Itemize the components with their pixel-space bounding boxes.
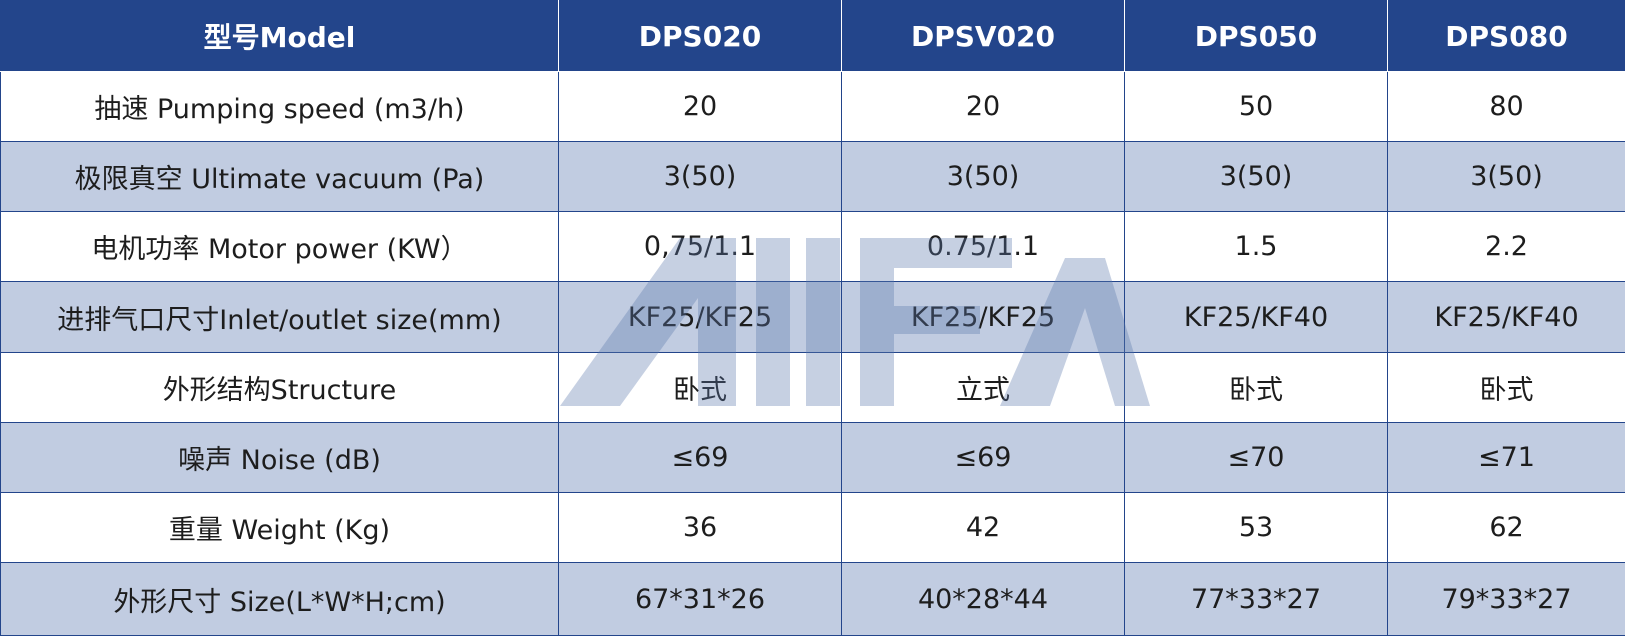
table-cell: 40*28*44 xyxy=(842,563,1125,636)
table-cell: ≤71 xyxy=(1388,423,1625,493)
header-model-dps080: DPS080 xyxy=(1388,1,1625,72)
table-cell: 0.75/1.1 xyxy=(842,212,1125,282)
row-label-inlet-outlet-size: 进排气口尺寸Inlet/outlet size(mm) xyxy=(1,282,559,353)
table-cell: 53 xyxy=(1125,493,1388,563)
table-cell: 0,75/1.1 xyxy=(559,212,842,282)
header-row: 型号Model DPS020 DPSV020 DPS050 DPS080 xyxy=(1,1,1625,72)
table-row: 重量 Weight (Kg) 36 42 53 62 xyxy=(1,493,1625,563)
row-label-size: 外形尺寸 Size(L*W*H;cm) xyxy=(1,563,559,636)
table-cell: ≤69 xyxy=(842,423,1125,493)
table-cell: KF25/KF40 xyxy=(1125,282,1388,353)
table-cell: 50 xyxy=(1125,72,1388,142)
table-cell: 立式 xyxy=(842,353,1125,423)
header-model-label: 型号Model xyxy=(1,1,559,72)
row-label-structure: 外形结构Structure xyxy=(1,353,559,423)
table-row: 外形尺寸 Size(L*W*H;cm) 67*31*26 40*28*44 77… xyxy=(1,563,1625,636)
row-label-ultimate-vacuum: 极限真空 Ultimate vacuum (Pa) xyxy=(1,142,559,212)
header-model-dps020: DPS020 xyxy=(559,1,842,72)
table-cell: 3(50) xyxy=(1125,142,1388,212)
table-cell: 3(50) xyxy=(559,142,842,212)
row-label-pumping-speed: 抽速 Pumping speed (m3/h) xyxy=(1,72,559,142)
row-label-weight: 重量 Weight (Kg) xyxy=(1,493,559,563)
header-model-dps050: DPS050 xyxy=(1125,1,1388,72)
table-cell: ≤69 xyxy=(559,423,842,493)
table-cell: 卧式 xyxy=(1125,353,1388,423)
table-cell: KF25/KF40 xyxy=(1388,282,1625,353)
table-cell: 67*31*26 xyxy=(559,563,842,636)
table-cell: 卧式 xyxy=(559,353,842,423)
table-cell: 卧式 xyxy=(1388,353,1625,423)
table-cell: 77*33*27 xyxy=(1125,563,1388,636)
table-cell: 79*33*27 xyxy=(1388,563,1625,636)
table-row: 外形结构Structure 卧式 立式 卧式 卧式 xyxy=(1,353,1625,423)
header-model-dpsv020: DPSV020 xyxy=(842,1,1125,72)
table-cell: 1.5 xyxy=(1125,212,1388,282)
table-cell: 20 xyxy=(559,72,842,142)
table-cell: 80 xyxy=(1388,72,1625,142)
row-label-motor-power: 电机功率 Motor power (KW） xyxy=(1,212,559,282)
table-row: 噪声 Noise (dB) ≤69 ≤69 ≤70 ≤71 xyxy=(1,423,1625,493)
table-cell: 2.2 xyxy=(1388,212,1625,282)
table-row: 抽速 Pumping speed (m3/h) 20 20 50 80 xyxy=(1,72,1625,142)
table-cell: ≤70 xyxy=(1125,423,1388,493)
table-row: 极限真空 Ultimate vacuum (Pa) 3(50) 3(50) 3(… xyxy=(1,142,1625,212)
table-cell: 20 xyxy=(842,72,1125,142)
table-cell: 36 xyxy=(559,493,842,563)
row-label-noise: 噪声 Noise (dB) xyxy=(1,423,559,493)
table-cell: 3(50) xyxy=(1388,142,1625,212)
table-row: 进排气口尺寸Inlet/outlet size(mm) KF25/KF25 KF… xyxy=(1,282,1625,353)
table-row: 电机功率 Motor power (KW） 0,75/1.1 0.75/1.1 … xyxy=(1,212,1625,282)
table-cell: KF25/KF25 xyxy=(842,282,1125,353)
table-cell: 3(50) xyxy=(842,142,1125,212)
table-cell: KF25/KF25 xyxy=(559,282,842,353)
table-cell: 62 xyxy=(1388,493,1625,563)
table-cell: 42 xyxy=(842,493,1125,563)
